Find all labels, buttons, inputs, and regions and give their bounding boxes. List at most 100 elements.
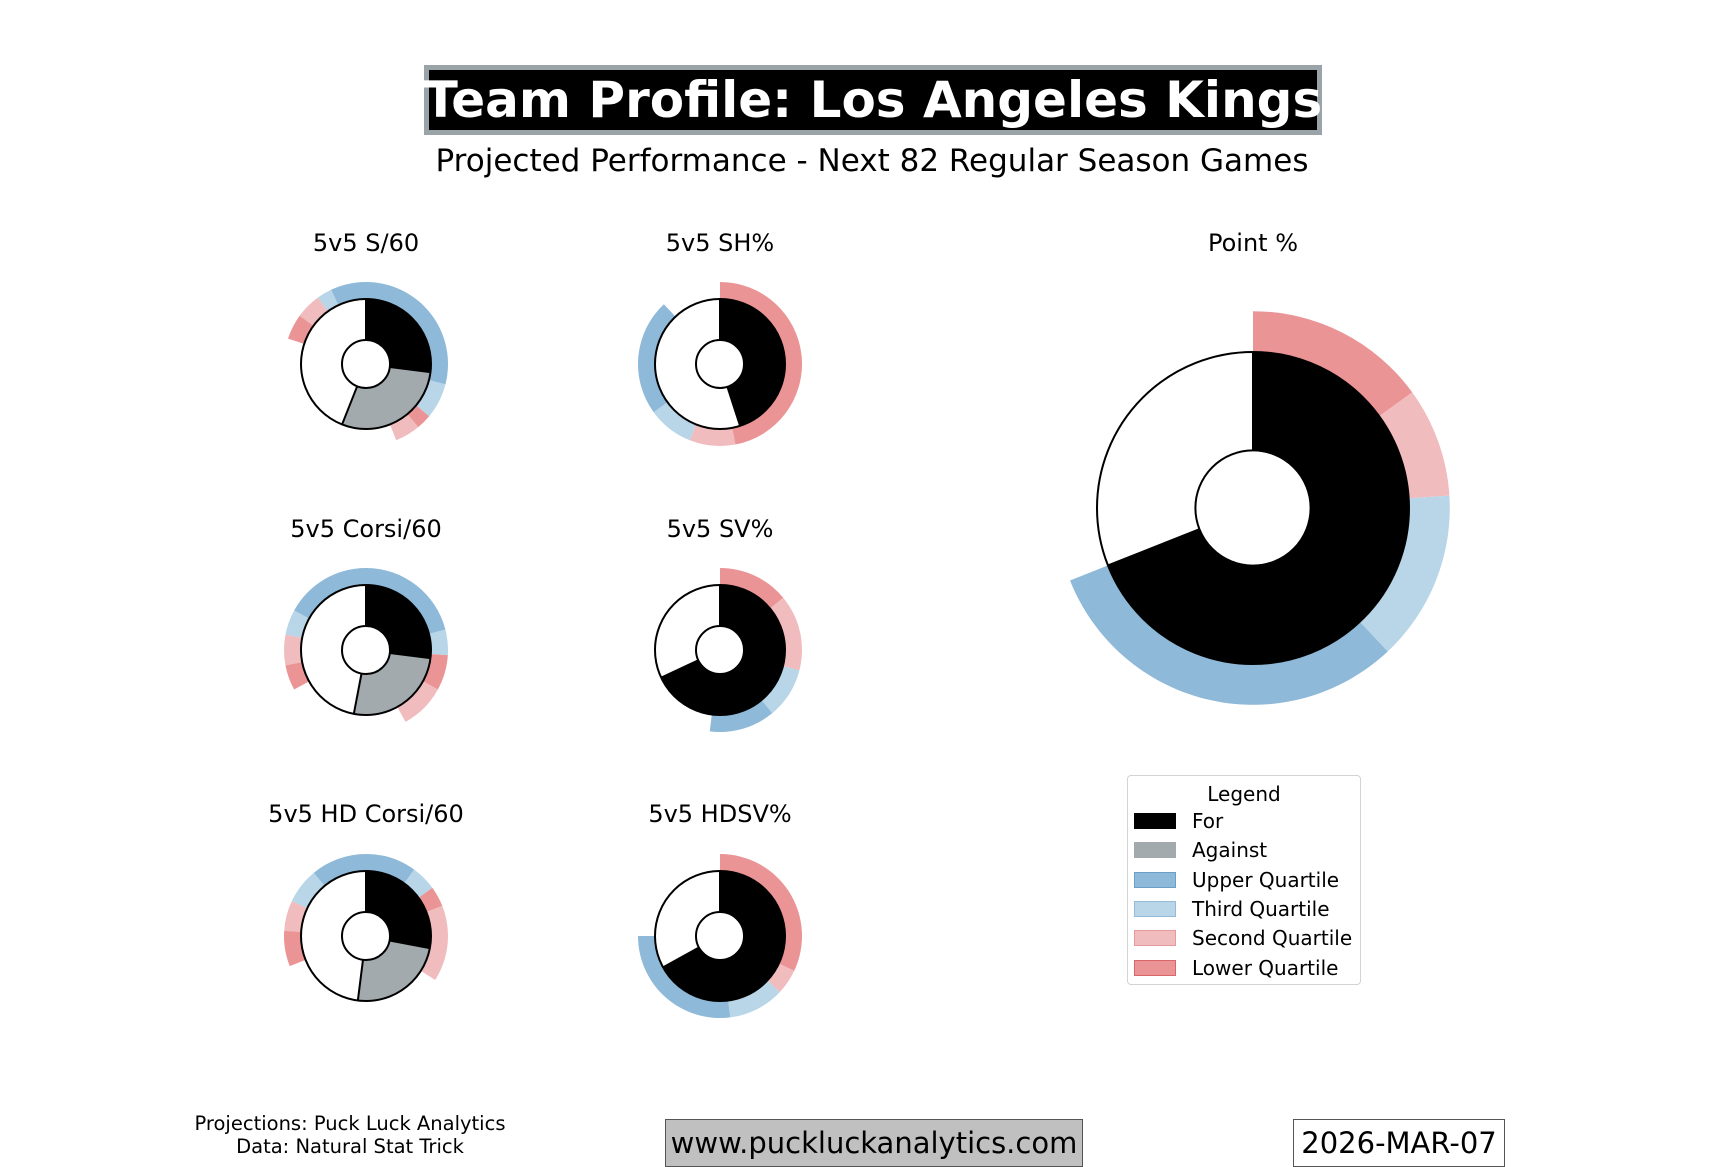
donut-outline xyxy=(300,584,432,716)
slice-divider xyxy=(356,959,364,1001)
legend-item: Upper Quartile xyxy=(1134,867,1339,893)
quartile-arc xyxy=(283,634,303,666)
legend: Legend For Against Upper Quartile Third Qua… xyxy=(1127,775,1361,985)
slice-divider xyxy=(352,673,363,715)
donut-hole xyxy=(695,625,745,675)
legend-label: Third Quartile xyxy=(1192,896,1330,921)
slice-divider xyxy=(660,659,699,679)
quartile-arc xyxy=(638,304,676,413)
slice-divider xyxy=(389,652,431,660)
page-subtitle: Projected Performance - Next 82 Regular … xyxy=(435,143,1309,179)
credits-data-source: Data: Natural Stat Trick xyxy=(236,1135,464,1158)
title-box: Team Profile: Los Angeles Kings xyxy=(424,65,1322,135)
quartile-arc xyxy=(407,405,430,428)
legend-swatch xyxy=(1134,930,1176,947)
against-slice xyxy=(353,653,431,715)
against-slice xyxy=(342,367,431,430)
legend-swatch xyxy=(1134,900,1176,917)
quartile-arc xyxy=(1359,495,1450,652)
slice-divider xyxy=(389,366,431,374)
quartile-arc xyxy=(422,654,448,690)
credits-projections: Projections: Puck Luck Analytics xyxy=(194,1112,506,1135)
quartile-arc xyxy=(291,872,325,909)
donut-outline xyxy=(300,298,432,430)
donut-outline xyxy=(300,870,432,1002)
slice-divider xyxy=(389,939,431,950)
legend-swatch xyxy=(1134,871,1176,888)
donut-hole xyxy=(341,911,391,961)
legend-label: Lower Quartile xyxy=(1192,955,1339,980)
donut-hole xyxy=(341,339,391,389)
quartile-arc xyxy=(397,681,438,722)
for-slice xyxy=(366,871,431,949)
donut-outline xyxy=(654,298,786,430)
legend-swatch xyxy=(1134,959,1176,976)
quartile-arc xyxy=(366,854,415,884)
legend-title: Legend xyxy=(1207,782,1281,806)
quartile-arc xyxy=(1070,565,1388,705)
legend-swatch xyxy=(1134,813,1176,829)
for-slice xyxy=(720,299,786,426)
chart-title: 5v5 Corsi/60 xyxy=(290,515,441,543)
website-link[interactable]: www.puckluckanalytics.com xyxy=(665,1119,1083,1167)
chart-title: 5v5 S/60 xyxy=(313,229,419,257)
quartile-arc xyxy=(420,905,449,980)
quartile-arc xyxy=(720,568,784,609)
quartile-arc xyxy=(404,869,433,898)
for-slice xyxy=(366,299,431,373)
donut-hole xyxy=(695,911,745,961)
donut-hole xyxy=(695,339,745,389)
chart-title: 5v5 SV% xyxy=(667,515,774,543)
donut-outline xyxy=(654,870,786,1002)
donut-hole xyxy=(1194,449,1312,567)
quartile-arc xyxy=(299,297,328,326)
legend-label: Against xyxy=(1192,838,1268,863)
quartile-arc xyxy=(416,380,446,417)
quartile-arc xyxy=(366,568,446,634)
slice-divider xyxy=(726,386,742,427)
quartile-arc xyxy=(728,980,780,1018)
quartile-arc xyxy=(638,936,731,1018)
chart-title: 5v5 HD Corsi/60 xyxy=(268,800,464,828)
quartile-arc xyxy=(1379,392,1450,499)
quartile-arc xyxy=(770,597,802,671)
for-slice xyxy=(1107,352,1409,664)
against-slice xyxy=(357,940,430,1001)
chart-title: Point % xyxy=(1208,229,1298,257)
credits: Projections: Puck Luck Analytics Data: N… xyxy=(170,1112,530,1158)
slice-divider xyxy=(662,946,700,969)
legend-item: For xyxy=(1134,808,1223,834)
slice-divider xyxy=(1107,528,1200,567)
quartile-arc xyxy=(709,700,773,732)
legend-label: Upper Quartile xyxy=(1192,867,1340,892)
for-slice xyxy=(366,585,431,659)
donut-outline xyxy=(654,584,786,716)
quartile-arc xyxy=(313,854,366,886)
quartile-arc xyxy=(761,666,800,714)
quartile-arc xyxy=(288,315,314,344)
for-slice xyxy=(663,871,785,1001)
legend-label: Second Quartile xyxy=(1192,926,1353,951)
quartile-arc xyxy=(1253,311,1413,417)
quartile-arc xyxy=(720,282,802,445)
quartile-arc xyxy=(317,289,339,312)
legend-label: For xyxy=(1192,809,1224,833)
quartile-arc xyxy=(720,853,802,971)
donut-hole xyxy=(341,625,391,675)
legend-item: Third Quartile xyxy=(1134,896,1330,922)
quartile-arc xyxy=(294,568,366,619)
quartile-arc xyxy=(389,414,419,441)
legend-item: Lower Quartile xyxy=(1134,955,1338,981)
legend-item: Second Quartile xyxy=(1134,925,1352,951)
page-title: Team Profile: Los Angeles Kings xyxy=(423,71,1323,129)
quartile-arc xyxy=(428,629,448,656)
slice-divider xyxy=(341,385,359,425)
donut-outline xyxy=(1096,351,1410,665)
legend-item: Against xyxy=(1134,837,1267,863)
quartile-arc xyxy=(653,402,697,441)
date-badge: 2026-MAR-07 xyxy=(1293,1119,1505,1167)
for-slice xyxy=(661,585,785,715)
quartile-arc xyxy=(366,282,448,385)
chart-title: 5v5 SH% xyxy=(666,229,774,257)
